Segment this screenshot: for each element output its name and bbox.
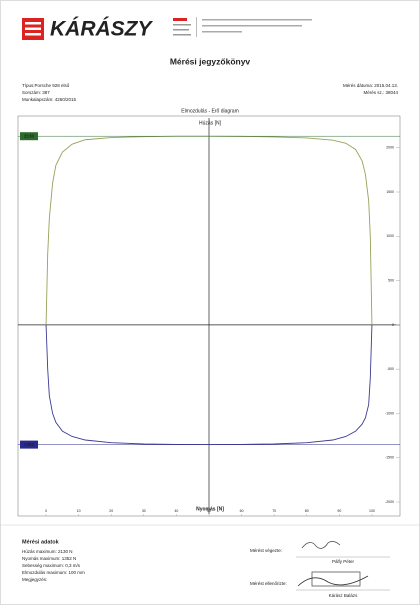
x-tick-label: 40 bbox=[174, 509, 178, 513]
top-axis-label: Húzás [N] bbox=[199, 120, 222, 126]
signer-name: Kárász Balázs bbox=[329, 593, 359, 598]
logo bbox=[22, 18, 44, 40]
max-badge bbox=[20, 440, 38, 449]
y-tick-label: 2000 bbox=[386, 146, 394, 150]
x-tick-label: 90 bbox=[337, 509, 341, 513]
footer-heading: Mérési adatok bbox=[22, 539, 60, 545]
doc-title: Mérési jegyzőkönyv bbox=[170, 56, 251, 66]
y-tick-label: -2000 bbox=[385, 500, 394, 504]
info-line: Sorszám: 387 bbox=[22, 90, 50, 95]
x-tick-label: 100 bbox=[369, 509, 375, 513]
info-line: Munkalapszám: 4260/2015 bbox=[22, 97, 77, 102]
x-tick-label: 80 bbox=[305, 509, 309, 513]
plot: 2000 1500 1000 500 0 -500 -1000 -1500 -2000 0 10 20… bbox=[18, 118, 400, 516]
footer-line: Sebesség maximum: 0,3 m/s bbox=[22, 563, 81, 568]
info-line: Mérés sz.: 38044 bbox=[363, 90, 398, 95]
max-label: 2130 bbox=[24, 133, 35, 138]
x-tick-label: 50 bbox=[207, 509, 211, 513]
bottom-axis-label: Nyomás [N] bbox=[196, 506, 224, 512]
y-tick-label: -1500 bbox=[385, 456, 394, 460]
brand: KÁRÁSZY bbox=[50, 18, 153, 41]
y-tick-label: 500 bbox=[388, 278, 394, 282]
y-tick-label: 1000 bbox=[386, 234, 394, 238]
x-tick-label: 60 bbox=[240, 509, 244, 513]
signature-label: Mérést végezte: bbox=[250, 548, 282, 553]
x-tick-label: 30 bbox=[142, 509, 146, 513]
y-tick-label: 1500 bbox=[386, 190, 394, 194]
footer-line: Elmozdulás maximum: 100 mm bbox=[22, 570, 85, 575]
max-badge bbox=[20, 132, 38, 141]
footer-line: Megjegyzés: bbox=[22, 577, 47, 582]
x-tick-label: 10 bbox=[77, 509, 81, 513]
contact-block bbox=[173, 17, 312, 37]
y-tick-label: -500 bbox=[387, 367, 394, 371]
info-line: Típus:Porsche 928 első bbox=[22, 83, 70, 88]
x-tick-label: 20 bbox=[109, 509, 113, 513]
signature-label: Mérést ellenőrizte: bbox=[250, 581, 287, 586]
x-tick-label: 70 bbox=[272, 509, 276, 513]
y-tick-label: -1000 bbox=[385, 411, 394, 415]
y-tick-label: 0 bbox=[392, 323, 394, 327]
footer-line: Nyomás maximum: 1352 N bbox=[22, 556, 76, 561]
x-tick-label: 0 bbox=[45, 509, 47, 513]
chart-title: Elmozdulás - Erő diagram bbox=[181, 108, 239, 114]
signature bbox=[301, 541, 341, 549]
signer-name: Pálfy Péter bbox=[332, 559, 355, 564]
stamp bbox=[297, 571, 369, 587]
info-line: Mérés dátuma: 2015.04.13. bbox=[343, 83, 398, 88]
max-label: 1352 bbox=[24, 442, 35, 447]
footer-line: Húzás maximum: 2130 N bbox=[22, 549, 73, 554]
